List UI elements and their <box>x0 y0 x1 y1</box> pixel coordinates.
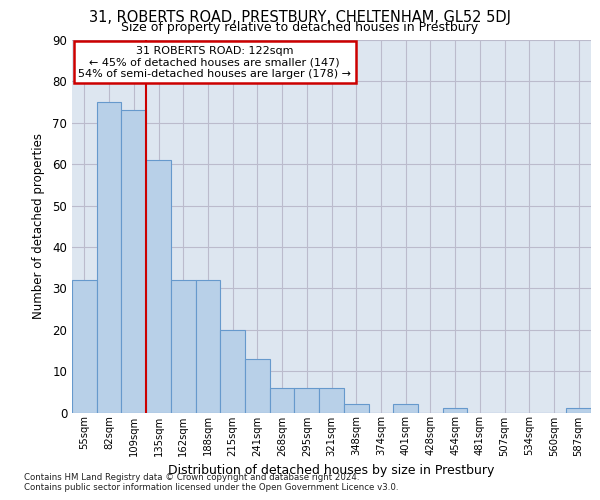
Bar <box>443 408 467 412</box>
Bar <box>146 160 171 412</box>
X-axis label: Distribution of detached houses by size in Prestbury: Distribution of detached houses by size … <box>169 464 494 477</box>
Text: Contains HM Land Registry data © Crown copyright and database right 2024.: Contains HM Land Registry data © Crown c… <box>24 472 359 482</box>
Bar <box>121 110 146 412</box>
Bar <box>97 102 121 412</box>
Bar <box>245 358 270 412</box>
Bar <box>344 404 368 412</box>
Bar <box>393 404 418 412</box>
Bar <box>566 408 591 412</box>
Text: Size of property relative to detached houses in Prestbury: Size of property relative to detached ho… <box>121 22 479 35</box>
Text: 31 ROBERTS ROAD: 122sqm
← 45% of detached houses are smaller (147)
54% of semi-d: 31 ROBERTS ROAD: 122sqm ← 45% of detache… <box>78 46 351 79</box>
Text: Contains public sector information licensed under the Open Government Licence v3: Contains public sector information licen… <box>24 484 398 492</box>
Bar <box>295 388 319 412</box>
Text: 31, ROBERTS ROAD, PRESTBURY, CHELTENHAM, GL52 5DJ: 31, ROBERTS ROAD, PRESTBURY, CHELTENHAM,… <box>89 10 511 25</box>
Bar <box>319 388 344 412</box>
Y-axis label: Number of detached properties: Number of detached properties <box>32 133 46 320</box>
Bar <box>72 280 97 412</box>
Bar <box>196 280 220 412</box>
Bar <box>220 330 245 412</box>
Bar <box>270 388 295 412</box>
Bar <box>171 280 196 412</box>
